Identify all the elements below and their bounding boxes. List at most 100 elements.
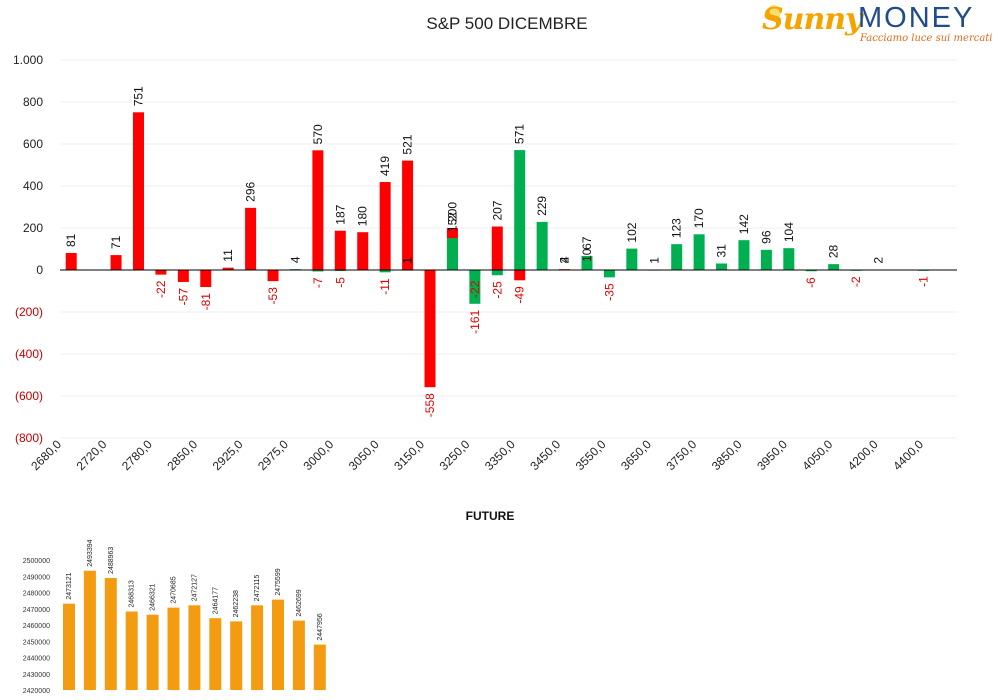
x-tick-label: 4050,0	[800, 437, 836, 473]
call-bar	[177, 270, 189, 282]
data-label: 102	[625, 222, 639, 242]
data-label: -22	[154, 280, 168, 298]
future-data-label: 2473121	[66, 572, 73, 599]
x-tick-label: 3450,0	[527, 437, 563, 473]
data-label: 11	[221, 249, 235, 262]
put-bar	[738, 240, 750, 270]
data-label: 570	[311, 124, 325, 144]
put-bar	[626, 248, 638, 270]
data-label: -81	[199, 293, 213, 311]
put-bar	[716, 263, 728, 270]
data-label: -7	[311, 277, 325, 288]
future-data-label: 2472115	[254, 574, 261, 601]
put-bar	[514, 150, 526, 270]
put-bar	[379, 270, 391, 273]
put-bar	[491, 270, 503, 276]
x-tick-label: 3050,0	[346, 437, 382, 473]
data-label: -2	[849, 276, 863, 287]
call-bar	[132, 112, 144, 270]
future-y-tick-label: 2480000	[23, 591, 50, 598]
future-bar	[230, 621, 243, 690]
sunny-money-logo: Sunny MONEY Facciamo luce sui mercati	[762, 2, 994, 46]
data-label: 4	[558, 256, 572, 263]
data-label: 571	[513, 124, 527, 144]
future-data-label: 2466321	[150, 583, 157, 610]
call-bar	[200, 270, 212, 288]
data-label: 1	[647, 257, 661, 264]
x-tick-label: 3750,0	[663, 437, 699, 473]
logo-word-sunny: Sunny	[762, 2, 863, 37]
x-tick-label: 2925,0	[210, 437, 246, 473]
logo-word-money: MONEY	[858, 2, 975, 34]
future-bar	[272, 599, 284, 690]
put-bar	[693, 234, 705, 270]
call-bar	[155, 270, 167, 275]
sun-icon	[767, 5, 781, 19]
future-y-tick-label: 2490000	[23, 574, 50, 581]
put-bar	[603, 270, 615, 278]
data-label: 207	[490, 200, 504, 220]
call-bar	[379, 182, 391, 270]
future-data-label: 2462238	[233, 590, 240, 617]
data-label: 229	[535, 196, 549, 216]
put-bar	[760, 249, 772, 270]
call-bar	[357, 232, 369, 270]
data-label: 31	[715, 244, 729, 258]
put-bar	[312, 270, 324, 272]
call-bar	[65, 252, 77, 270]
future-data-label: 2462699	[296, 589, 303, 616]
future-y-tick-label: 2440000	[23, 656, 50, 663]
data-label: -57	[176, 288, 190, 306]
data-label: 180	[356, 206, 370, 226]
future-data-label: 2472127	[191, 574, 198, 601]
data-label: 751	[131, 86, 145, 106]
put-bar	[581, 255, 593, 270]
future-data-label: 2488963	[108, 547, 115, 574]
future-y-tick-label: 2500000	[23, 558, 50, 565]
bars	[65, 112, 929, 388]
future-y-tick-label: 2430000	[23, 672, 50, 679]
future-bar	[313, 644, 326, 690]
data-label: 1	[401, 257, 415, 264]
put-bar	[783, 248, 795, 270]
call-bar	[222, 267, 234, 270]
put-bar	[469, 270, 481, 304]
data-label: 2	[872, 257, 886, 264]
x-tick-label: 2720,0	[74, 437, 110, 473]
future-y-tick-label: 2470000	[23, 607, 50, 614]
x-tick-label: 3250,0	[437, 437, 473, 473]
y-tick-label: (800)	[15, 431, 43, 445]
data-label: -25	[490, 281, 504, 299]
x-tick-label: 3350,0	[482, 437, 518, 473]
call-bar	[402, 160, 414, 270]
data-label: 2	[558, 257, 572, 264]
data-label: -161	[468, 309, 482, 333]
y-tick-label: (600)	[15, 389, 43, 403]
call-bar	[267, 270, 279, 282]
data-label: -11	[378, 278, 392, 295]
put-bar	[828, 264, 840, 270]
data-label: -1	[916, 276, 930, 287]
call-bar	[312, 150, 324, 270]
sp500-dicembre-chart: (800) (600) (400) (200) 0 200 400 600 800 1.000 81…	[13, 53, 957, 473]
future-chart-title: FUTURE	[465, 509, 515, 523]
x-tick-label: 4400,0	[890, 437, 926, 473]
y-tick-label: 600	[23, 137, 43, 151]
data-label: 28	[827, 244, 841, 258]
future-bar	[292, 620, 305, 690]
future-bar	[104, 577, 117, 690]
logo-tagline: Facciamo luce sui mercati	[860, 33, 993, 44]
future-bar	[188, 605, 201, 690]
x-tick-label: 2850,0	[164, 437, 200, 473]
data-label: 81	[64, 233, 78, 247]
put-bar	[536, 221, 548, 270]
y-tick-label: 200	[23, 221, 43, 235]
y-tick-label: 400	[23, 179, 43, 193]
y-tick-label: 0	[36, 263, 43, 277]
data-label: 142	[737, 214, 751, 234]
put-bar	[805, 270, 817, 272]
data-label: 71	[109, 235, 123, 249]
future-y-tick-label: 2460000	[23, 623, 50, 630]
future-bar	[167, 607, 180, 690]
data-label: 296	[244, 181, 258, 201]
